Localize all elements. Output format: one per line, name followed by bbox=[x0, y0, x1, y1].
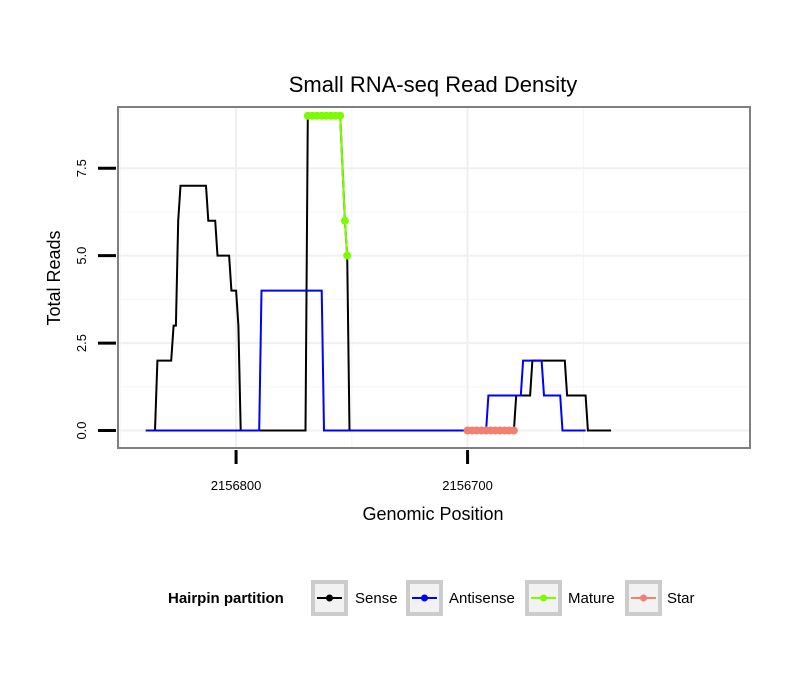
legend-item-star: Star bbox=[625, 580, 695, 616]
legend: Hairpin partition Sense Antisense Mature… bbox=[168, 580, 695, 616]
data-point-mature bbox=[336, 111, 345, 120]
legend-item-sense: Sense bbox=[311, 580, 398, 616]
legend-label-antisense: Antisense bbox=[449, 590, 515, 607]
legend-dot-star bbox=[640, 594, 647, 602]
chart-title: Small RNA-seq Read Density bbox=[289, 72, 578, 97]
data-point-star bbox=[509, 426, 518, 435]
plot-border bbox=[117, 106, 751, 449]
y-tick-label: 2.5 bbox=[74, 334, 89, 352]
legend-label-mature: Mature bbox=[568, 590, 615, 607]
series-line-sense bbox=[145, 114, 612, 432]
data-point-mature bbox=[343, 251, 352, 260]
legend-item-mature: Mature bbox=[525, 580, 615, 616]
legend-dot-antisense bbox=[421, 594, 428, 602]
plot-background bbox=[118, 107, 750, 448]
legend-label-sense: Sense bbox=[355, 590, 398, 607]
x-tick-label: 2156700 bbox=[442, 478, 493, 493]
y-tick-label: 0.0 bbox=[74, 421, 89, 439]
x-axis-label: Genomic Position bbox=[362, 504, 503, 524]
series-line-antisense bbox=[145, 289, 586, 432]
legend-item-antisense: Antisense bbox=[406, 580, 515, 616]
y-axis-label: Total Reads bbox=[44, 230, 64, 325]
y-tick-label: 7.5 bbox=[74, 159, 89, 177]
legend-title: Hairpin partition bbox=[168, 590, 284, 607]
series-layer bbox=[145, 111, 612, 435]
x-tick-label: 2156800 bbox=[211, 478, 262, 493]
x-axis: 2156800 2156700 bbox=[211, 450, 493, 493]
y-tick-label: 5.0 bbox=[74, 247, 89, 265]
data-point-mature bbox=[340, 216, 349, 225]
legend-label-star: Star bbox=[667, 590, 695, 607]
y-axis: 0.0 2.5 5.0 7.5 bbox=[74, 159, 116, 440]
legend-dot-mature bbox=[540, 594, 547, 602]
legend-dot-sense bbox=[326, 594, 333, 602]
plot-panel bbox=[117, 106, 751, 449]
